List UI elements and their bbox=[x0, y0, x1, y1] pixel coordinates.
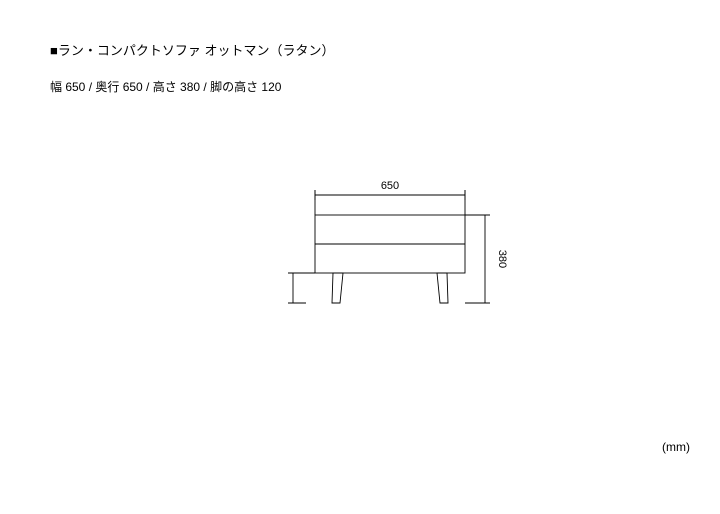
svg-text:650: 650 bbox=[381, 180, 399, 192]
ottoman-dimensioned-drawing: 650 380 120 bbox=[285, 170, 535, 350]
dimensions-summary: 幅 650 / 奥行 650 / 高さ 380 / 脚の高さ 120 bbox=[50, 78, 281, 95]
product-title: ■ラン・コンパクトソファ オットマン（ラタン） bbox=[50, 40, 334, 59]
svg-text:380: 380 bbox=[496, 250, 508, 268]
unit-label: (mm) bbox=[662, 440, 690, 454]
svg-text:120: 120 bbox=[285, 279, 286, 297]
diagram-svg: 650 380 120 bbox=[285, 170, 535, 350]
